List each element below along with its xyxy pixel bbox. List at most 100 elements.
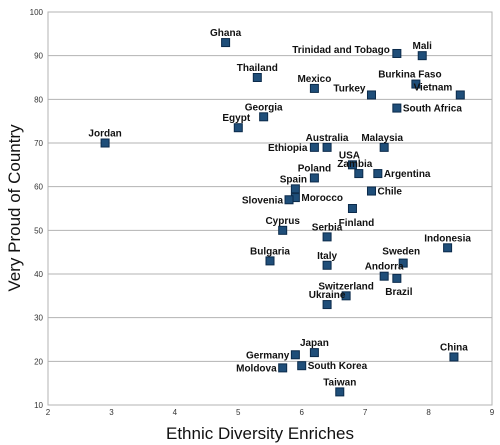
point-label: Sweden bbox=[382, 247, 420, 258]
point-label: USA bbox=[339, 150, 360, 161]
data-point bbox=[392, 48, 402, 58]
data-point bbox=[354, 169, 364, 179]
point-label: South Africa bbox=[403, 104, 463, 115]
point-label: Brazil bbox=[385, 287, 412, 298]
point-label: Japan bbox=[300, 338, 329, 349]
y-tick-labels: 10 20 30 40 50 60 70 80 90 100 bbox=[30, 8, 44, 410]
data-point bbox=[417, 51, 427, 61]
plot-frame bbox=[47, 11, 493, 406]
point-label: Chile bbox=[377, 187, 402, 198]
data-point bbox=[322, 300, 332, 310]
x-tick-label: 6 bbox=[299, 408, 304, 417]
point-label: Zambia bbox=[337, 159, 372, 170]
point-label: Jordan bbox=[88, 129, 121, 140]
data-point bbox=[278, 363, 288, 373]
point-label: Cyprus bbox=[265, 216, 300, 227]
point-label: Poland bbox=[298, 163, 331, 174]
x-tick-label: 3 bbox=[109, 408, 114, 417]
point-label: Ethiopia bbox=[268, 143, 308, 154]
data-point bbox=[366, 186, 376, 196]
data-point bbox=[347, 160, 357, 170]
point-label: Burkina Faso bbox=[378, 70, 441, 81]
point-label: Andorra bbox=[365, 262, 404, 273]
point-label: China bbox=[440, 342, 468, 353]
point-label: Georgia bbox=[245, 102, 283, 113]
data-point bbox=[322, 260, 332, 270]
data-point bbox=[449, 352, 459, 362]
data-point bbox=[455, 90, 465, 100]
x-tick-label: 5 bbox=[236, 408, 241, 417]
x-axis-title: Ethnic Diversity Enriches bbox=[166, 424, 354, 443]
point-label: Italy bbox=[317, 251, 337, 262]
point-label: Egypt bbox=[222, 113, 250, 124]
data-point bbox=[392, 273, 402, 283]
y-tick-label: 40 bbox=[34, 270, 43, 279]
data-point bbox=[379, 271, 389, 281]
y-tick-label: 10 bbox=[34, 401, 43, 410]
data-point bbox=[252, 73, 262, 82]
data-point bbox=[322, 232, 332, 242]
point-label: Spain bbox=[280, 174, 307, 185]
point-label: Moldova bbox=[236, 363, 277, 374]
x-tick-label: 7 bbox=[363, 408, 368, 417]
point-label: Serbia bbox=[312, 222, 343, 233]
x-tick-label: 2 bbox=[46, 408, 51, 417]
x-tick-labels: 2 3 4 5 6 7 8 9 bbox=[46, 408, 495, 417]
point-label: Thailand bbox=[237, 63, 278, 74]
point-label: Australia bbox=[306, 133, 349, 144]
data-point bbox=[233, 123, 243, 133]
point-label: South Korea bbox=[308, 361, 368, 372]
x-tick-label: 8 bbox=[426, 408, 431, 417]
data-point bbox=[411, 79, 421, 89]
point-label: Taiwan bbox=[323, 377, 356, 388]
y-axis-title: Very Proud of Country bbox=[5, 124, 24, 292]
data-point bbox=[297, 361, 307, 371]
point-label: Switzerland bbox=[318, 281, 374, 292]
data-point bbox=[290, 350, 300, 360]
data-point bbox=[366, 90, 376, 100]
y-tick-label: 70 bbox=[34, 139, 43, 148]
data-point bbox=[335, 387, 345, 397]
data-point bbox=[309, 83, 319, 93]
data-point bbox=[284, 195, 294, 205]
data-point bbox=[265, 256, 275, 266]
point-label: Turkey bbox=[333, 83, 365, 94]
data-point bbox=[309, 348, 319, 358]
point-label: Germany bbox=[246, 350, 290, 361]
data-point bbox=[379, 142, 389, 152]
data-point bbox=[398, 258, 408, 268]
data-point bbox=[100, 138, 110, 148]
y-tick-label: 20 bbox=[34, 357, 43, 366]
point-label: Vietnam bbox=[414, 82, 453, 93]
point-label: Trinidad and Tobago bbox=[292, 45, 390, 56]
data-point bbox=[309, 173, 319, 183]
point-label: Finland bbox=[339, 218, 375, 229]
y-tick-label: 100 bbox=[30, 8, 44, 17]
data-point bbox=[278, 225, 288, 235]
point-label: Argentina bbox=[384, 169, 431, 180]
data-point bbox=[322, 142, 332, 152]
x-tick-label: 4 bbox=[173, 408, 178, 417]
data-point bbox=[309, 142, 319, 152]
data-point bbox=[443, 243, 453, 253]
point-label: Mali bbox=[413, 41, 433, 52]
point-label: Malaysia bbox=[361, 133, 403, 144]
point-label: Slovenia bbox=[242, 195, 284, 206]
data-point bbox=[373, 169, 383, 179]
y-tick-label: 90 bbox=[34, 52, 43, 61]
data-point bbox=[347, 204, 357, 213]
point-label: Indonesia bbox=[424, 233, 471, 244]
point-label: Ghana bbox=[210, 28, 242, 39]
data-point bbox=[259, 112, 269, 122]
point-label: Mexico bbox=[297, 74, 331, 85]
y-tick-label: 50 bbox=[34, 226, 43, 235]
y-tick-label: 80 bbox=[34, 95, 43, 104]
point-label: Ukraine bbox=[309, 290, 346, 301]
data-point bbox=[341, 291, 351, 301]
data-point bbox=[221, 38, 231, 48]
x-tick-label: 9 bbox=[490, 408, 495, 417]
data-point bbox=[392, 103, 402, 113]
data-point bbox=[290, 184, 300, 194]
point-label: Bulgaria bbox=[250, 246, 290, 257]
